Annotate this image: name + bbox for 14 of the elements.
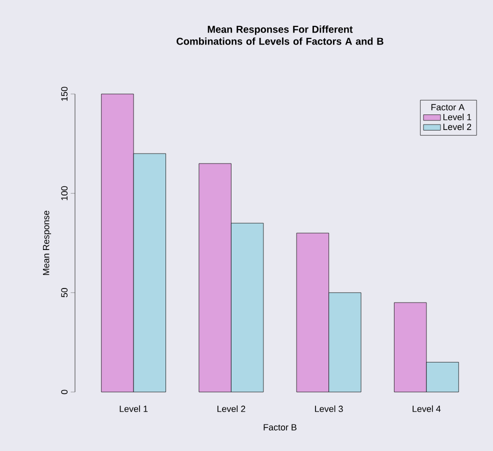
y-tick-label: 150 [61,86,68,101]
chart-title: Mean Responses For Different Combinations of Levels of Factors A and B [176,26,384,45]
x-axis-title: Factor B [264,424,296,430]
x-tick-label: Level 3 [315,405,343,412]
y-axis-title: Mean Response [43,210,52,275]
legend-label: Level 2 [443,123,472,130]
y-tick-label: 0 [61,390,68,394]
x-tick-label: Level 1 [120,405,148,412]
legend-title: Factor A [431,104,465,110]
y-tick-label: 50 [61,288,68,298]
y-tick-label: 100 [61,186,68,200]
x-tick-label: Level 4 [412,405,441,412]
x-tick-label: Level 2 [217,405,246,412]
legend-label: Level 1 [443,114,472,120]
